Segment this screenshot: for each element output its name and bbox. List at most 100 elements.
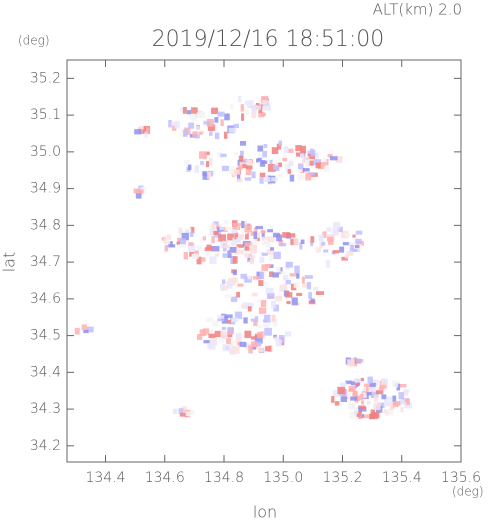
echo-cell	[285, 163, 291, 172]
echo-cell	[183, 251, 188, 260]
echo-cell	[355, 396, 360, 402]
echo-cell	[326, 259, 330, 268]
echo-cell	[189, 231, 194, 238]
echo-cell	[367, 376, 373, 384]
echo-cell	[181, 406, 188, 413]
echo-cell	[285, 279, 292, 285]
echo-cell	[241, 221, 245, 229]
echo-cell	[252, 276, 261, 280]
echo-cell	[229, 247, 237, 253]
echo-cell	[217, 315, 225, 319]
echo-cell	[166, 234, 172, 240]
echo-cell	[399, 384, 407, 388]
echo-cell	[350, 381, 356, 386]
echo-cell	[220, 331, 228, 339]
echo-cell	[275, 339, 282, 347]
echo-cell	[296, 292, 303, 296]
echo-cell	[332, 250, 340, 254]
echo-cell	[167, 241, 173, 247]
echo-cell	[262, 323, 270, 328]
echo-cell	[222, 279, 226, 284]
echo-cell	[283, 154, 287, 162]
echo-cell	[259, 251, 264, 256]
echo-cell	[232, 256, 238, 264]
echo-cell	[244, 109, 250, 115]
echo-cell	[272, 318, 278, 327]
echo-cell	[224, 113, 230, 121]
echo-cell	[188, 242, 194, 246]
echo-cell	[318, 234, 324, 241]
echo-cell	[144, 131, 148, 138]
echo-cell	[253, 341, 262, 347]
echo-cell	[375, 390, 384, 395]
echo-cell	[271, 315, 276, 323]
echo-cell	[279, 335, 285, 343]
echo-cell	[252, 105, 256, 113]
echo-cell	[274, 336, 279, 341]
echo-cell	[224, 314, 233, 318]
echo-cell	[386, 396, 393, 401]
echo-cell	[264, 327, 272, 336]
echo-cell	[327, 154, 333, 158]
echo-cell	[291, 283, 297, 291]
echo-cell	[251, 171, 256, 179]
x-axis-label: lon	[253, 503, 277, 522]
echo-cell	[202, 172, 209, 180]
echo-cell	[209, 338, 218, 343]
echo-cell	[355, 245, 360, 249]
echo-cell	[164, 245, 169, 252]
echo-cell	[244, 246, 250, 251]
echo-cell	[340, 396, 348, 403]
echo-cell	[226, 337, 231, 344]
echo-cell	[273, 251, 281, 260]
echo-cell	[172, 408, 177, 414]
echo-cell	[276, 143, 282, 150]
echo-cell	[322, 157, 327, 163]
y-tick-label: 34.2	[30, 438, 61, 454]
echo-cell	[236, 178, 243, 183]
echo-cell	[85, 326, 94, 333]
echo-cell	[291, 297, 298, 306]
echo-cell	[198, 131, 203, 135]
echo-cell	[352, 391, 358, 398]
echo-cell	[349, 411, 358, 420]
echo-cell	[258, 307, 267, 314]
echo-cell	[225, 226, 233, 231]
echo-cell	[230, 104, 234, 110]
echo-cell	[259, 271, 265, 280]
y-tick-label: 34.5	[30, 328, 61, 344]
echo-cell	[253, 321, 258, 326]
echo-cell	[188, 243, 196, 252]
echo-cell	[207, 343, 215, 350]
echo-cell	[183, 129, 188, 137]
echo-cell	[269, 160, 273, 165]
echo-cell	[322, 231, 327, 238]
x-tick-label: 135.0	[263, 470, 303, 486]
echo-cell	[308, 292, 313, 300]
echo-cell	[288, 233, 296, 238]
echo-cell	[227, 250, 232, 258]
echo-cell	[250, 318, 257, 322]
echo-cell	[296, 302, 301, 306]
echo-cell	[255, 232, 261, 239]
echo-cell	[178, 227, 183, 234]
echo-cell	[369, 388, 377, 393]
echo-cell	[337, 226, 343, 233]
echo-cell	[221, 327, 226, 331]
echo-cell	[178, 230, 185, 238]
echo-cell	[83, 329, 89, 334]
echo-cell	[244, 253, 252, 258]
echo-cell	[220, 153, 227, 158]
echo-cell	[273, 165, 279, 170]
echo-cell	[361, 414, 370, 419]
echo-cell	[374, 394, 378, 403]
y-tick-label: 34.7	[30, 254, 61, 270]
echo-cell	[223, 220, 229, 224]
echo-cell	[217, 111, 225, 117]
echo-cell	[321, 241, 326, 246]
echo-cell	[402, 391, 409, 396]
echo-cell	[240, 235, 244, 240]
echo-cell	[301, 156, 310, 163]
altitude-label: ALT(km) 2.0	[373, 1, 462, 19]
